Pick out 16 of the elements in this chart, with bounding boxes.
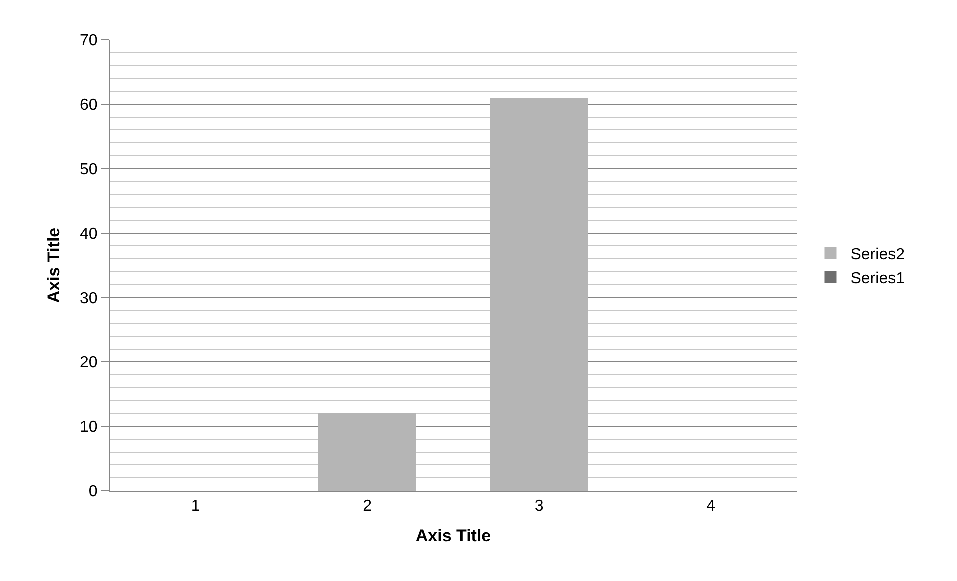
y-tick-label: 40 bbox=[80, 226, 98, 243]
x-tick-label: 2 bbox=[363, 498, 372, 516]
y-tick-label: 60 bbox=[80, 97, 98, 114]
y-tick-label: 20 bbox=[80, 354, 98, 372]
y-axis-title: Axis Title bbox=[44, 228, 64, 304]
y-tick-label: 0 bbox=[88, 484, 98, 501]
y-tick-label: 50 bbox=[80, 161, 98, 178]
x-axis-title: Axis Title bbox=[416, 526, 492, 546]
x-tick-label: 4 bbox=[706, 498, 716, 516]
y-tick-label: 70 bbox=[80, 32, 98, 50]
x-tick-label: 1 bbox=[191, 498, 200, 516]
legend-label: Series1 bbox=[850, 270, 906, 288]
x-tick-label: 3 bbox=[534, 498, 544, 516]
legend-label: Series2 bbox=[850, 246, 906, 264]
y-tick-label: 10 bbox=[80, 419, 98, 436]
y-tick-label: 30 bbox=[80, 290, 98, 308]
